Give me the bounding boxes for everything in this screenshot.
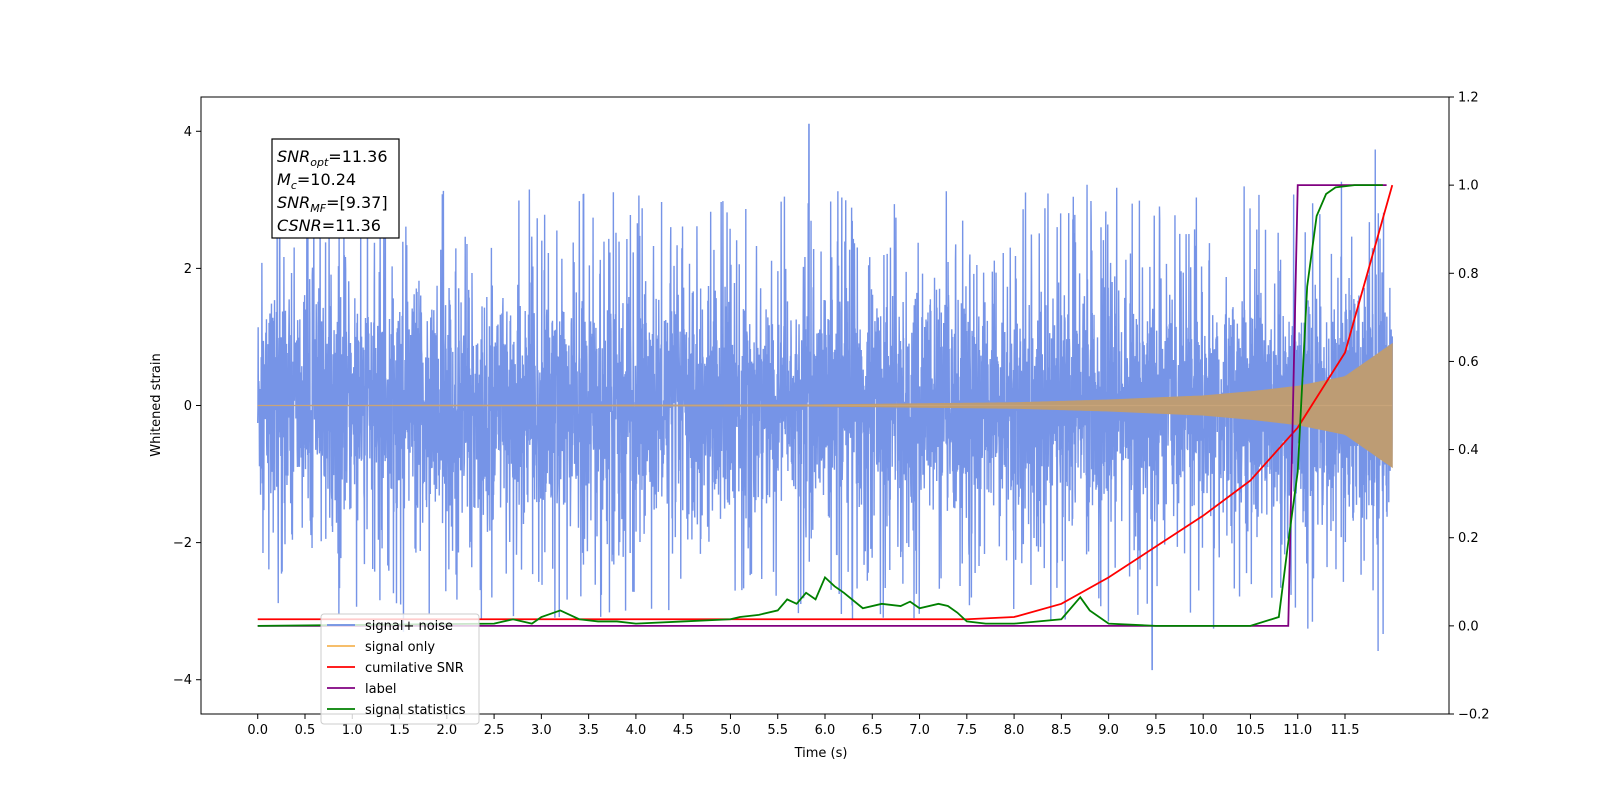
annotation-symbol: M (277, 170, 291, 189)
annotation-symbol: CSNR (277, 216, 322, 235)
x-tick-label: 3.5 (578, 723, 599, 738)
x-tick-label: 9.0 (1098, 723, 1119, 738)
y-right-tick-label: 0.0 (1458, 619, 1479, 634)
x-tick-label: 0.0 (247, 723, 268, 738)
y-axis-left: 4 2 0 −2 −4 (173, 125, 201, 688)
x-tick-label: 11.5 (1331, 723, 1360, 738)
x-tick-label: 10.5 (1236, 723, 1265, 738)
y-left-tick-label: 2 (184, 262, 192, 277)
x-tick-label: 1.0 (342, 723, 363, 738)
annotation-value: =11.36 (322, 216, 381, 235)
x-tick-label: 7.5 (956, 723, 977, 738)
y-right-tick-label: 1.0 (1458, 179, 1479, 194)
y-left-tick-label: 4 (184, 125, 192, 140)
annotation-value: =11.36 (328, 147, 387, 166)
annotation-symbol: SNR (277, 193, 310, 212)
x-tick-label: 2.0 (436, 723, 457, 738)
series-signal-statistics-line (257, 184, 1383, 627)
x-tick-label: 7.0 (909, 723, 930, 738)
series-label-line (257, 184, 1387, 627)
annotation-line: SNRMF=[9.37] (277, 193, 388, 215)
x-tick-label: 1.5 (389, 723, 410, 738)
x-tick-label: 8.0 (1004, 723, 1025, 738)
x-tick-label: 0.5 (295, 723, 316, 738)
annotation-symbol: SNR (277, 147, 310, 166)
annotation-line: CSNR=11.36 (277, 216, 381, 235)
legend-frame (320, 613, 480, 725)
y-left-tick-label: −4 (173, 673, 192, 688)
x-tick-label: 5.5 (767, 723, 788, 738)
y-axis-label: Whitened strain (149, 353, 164, 456)
y-right-tick-label: 0.8 (1458, 267, 1479, 282)
legend-label: label (365, 682, 396, 697)
x-tick-label: 10.0 (1189, 723, 1218, 738)
y-right-tick-label: 0.6 (1458, 355, 1479, 370)
series-cumulative-snr-line (257, 184, 1394, 621)
x-tick-label: 5.0 (720, 723, 741, 738)
x-tick-label: 2.5 (484, 723, 505, 738)
y-axis-right: 1.2 1.0 0.8 0.6 0.4 0.2 0.0 −0.2 (1449, 91, 1490, 723)
legend-label: signal statistics (365, 703, 466, 718)
annotation-value: =10.24 (297, 170, 356, 189)
y-right-tick-label: 1.2 (1458, 91, 1479, 106)
annotation-subscript: c (291, 179, 297, 192)
y-left-tick-label: −2 (173, 536, 192, 551)
plot-traces (257, 123, 1394, 671)
x-tick-label: 6.5 (862, 723, 883, 738)
legend: signal+ noise signal only cumilative SNR la… (320, 613, 480, 725)
x-axis-label: Time (s) (794, 746, 848, 761)
annotation-line: SNRopt=11.36 (277, 147, 388, 169)
x-tick-label: 9.5 (1146, 723, 1167, 738)
x-tick-label: 8.5 (1051, 723, 1072, 738)
y-left-tick-label: 0 (184, 399, 192, 414)
annotation-line: Mc=10.24 (277, 170, 356, 192)
annotation-value: =[9.37] (326, 193, 388, 212)
annotation-box-border (271, 138, 400, 239)
legend-label: cumilative SNR (365, 661, 464, 676)
legend-label: signal+ noise (365, 619, 453, 634)
series-signal-noise-line (257, 123, 1393, 671)
x-tick-label: 3.0 (531, 723, 552, 738)
x-tick-label: 6.0 (815, 723, 836, 738)
annotation-subscript: opt (310, 156, 329, 169)
x-tick-label: 11.0 (1283, 723, 1312, 738)
y-right-tick-label: 0.2 (1458, 531, 1479, 546)
x-axis: 0.0 0.5 1.0 1.5 2.0 2.5 3.0 3.5 4.0 4.5 5.0 5.5 6.0 6… (247, 714, 1359, 738)
x-tick-label: 4.5 (673, 723, 694, 738)
metrics-annotation-box: SNRopt=11.36Mc=10.24SNRMF=[9.37]CSNR=11.… (271, 138, 400, 239)
y-right-tick-label: 0.4 (1458, 443, 1479, 458)
annotation-subscript: MF (310, 202, 326, 215)
x-tick-label: 4.0 (626, 723, 647, 738)
y-right-tick-label: −0.2 (1458, 708, 1490, 723)
legend-label: signal only (365, 640, 435, 655)
